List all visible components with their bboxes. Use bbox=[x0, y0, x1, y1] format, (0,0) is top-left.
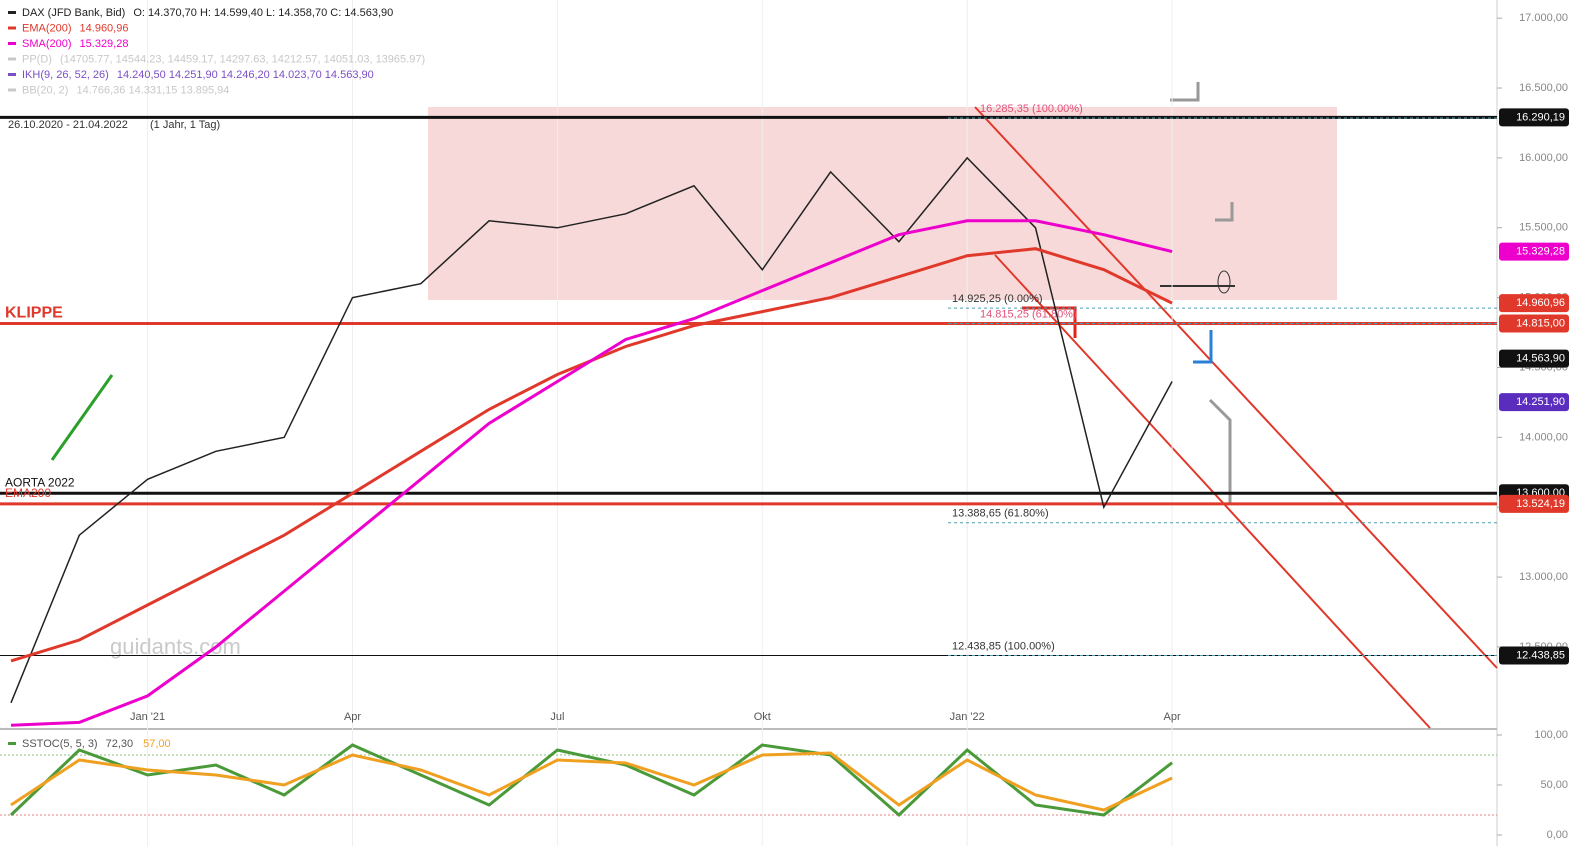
legend-name: SMA(200) bbox=[22, 38, 72, 50]
legend-name: DAX (JFD Bank, Bid) bbox=[22, 7, 125, 19]
arrow bbox=[50, 374, 114, 461]
legend-value: 14.240,50 14.251,90 14.246,20 14.023,70 … bbox=[117, 69, 374, 81]
x-tick-label: Apr bbox=[344, 711, 361, 723]
legend-swatch bbox=[8, 57, 16, 61]
legend-value: 15.329,28 bbox=[80, 38, 129, 50]
legend-name: PP(D) bbox=[22, 53, 52, 65]
price-tag-label: 15.329,28 bbox=[1516, 246, 1565, 258]
legend-value: 57,00 bbox=[143, 738, 171, 750]
price-tag bbox=[1499, 349, 1569, 368]
price-tag-label: 16.290,19 bbox=[1516, 111, 1565, 123]
series-line bbox=[9, 743, 1174, 818]
y-tick-label: 16.500,00 bbox=[1519, 82, 1568, 94]
x-tick-label: Okt bbox=[754, 711, 771, 723]
legend-value: O: 14.370,70 H: 14.599,40 L: 14.358,70 C… bbox=[133, 7, 393, 19]
legend-swatch bbox=[8, 26, 16, 30]
price-tag-label: 14.563,90 bbox=[1516, 352, 1565, 364]
legend-swatch bbox=[8, 42, 16, 45]
series-line bbox=[10, 219, 1173, 727]
price-tag bbox=[1499, 108, 1569, 127]
fib-label: 16.285,35 (100.00%) bbox=[980, 103, 1083, 115]
legend-value: 14.960,96 bbox=[80, 22, 129, 34]
fib-label: 14.925,25 (0.00%) bbox=[952, 293, 1043, 305]
legend-name: SSTOC(5, 5, 3) bbox=[22, 738, 98, 750]
x-tick-label: Jan '22 bbox=[950, 711, 985, 723]
range-box bbox=[428, 107, 1337, 300]
arrow bbox=[1208, 398, 1232, 505]
legend-name: EMA(200) bbox=[22, 22, 72, 34]
date-range: 26.10.2020 - 21.04.2022 bbox=[8, 119, 128, 131]
legend-swatch bbox=[8, 73, 16, 76]
arrow bbox=[1215, 202, 1234, 222]
price-tag bbox=[1499, 494, 1569, 513]
marker-ellipse bbox=[1217, 270, 1231, 294]
arrow bbox=[1170, 82, 1200, 102]
y-tick-label: 17.000,00 bbox=[1519, 12, 1568, 24]
level-name: KLIPPE bbox=[5, 305, 63, 322]
fib-label: 14.815,25 (61.80%) bbox=[980, 308, 1077, 320]
y-tick-label: 100,00 bbox=[1534, 729, 1568, 741]
legend-name: IKH(9, 26, 52, 26) bbox=[22, 69, 109, 81]
price-tag bbox=[1499, 646, 1569, 665]
y-tick-label: 50,00 bbox=[1540, 779, 1568, 791]
y-tick-label: 16.000,00 bbox=[1519, 152, 1568, 164]
channel-line bbox=[974, 106, 1498, 669]
price-tag bbox=[1499, 242, 1569, 261]
price-tag-label: 14.251,90 bbox=[1516, 396, 1565, 408]
y-tick-label: 13.000,00 bbox=[1519, 571, 1568, 583]
price-tag bbox=[1499, 393, 1569, 412]
series-line bbox=[10, 751, 1173, 812]
legend-value: 14.766,36 14.331,15 13.895,94 bbox=[76, 84, 229, 96]
y-tick-label: 14.000,00 bbox=[1519, 431, 1568, 443]
x-tick-label: Jan '21 bbox=[130, 711, 165, 723]
price-tag bbox=[1499, 294, 1569, 313]
price-tag-label: 12.438,85 bbox=[1516, 649, 1565, 661]
level-name: EMA200 bbox=[5, 486, 51, 500]
y-tick-label: 15.500,00 bbox=[1519, 222, 1568, 234]
series-line bbox=[10, 156, 1173, 704]
x-tick-label: Jul bbox=[550, 711, 564, 723]
legend-swatch bbox=[8, 88, 16, 92]
fib-label: 13.388,65 (61.80%) bbox=[952, 508, 1049, 520]
legend-value: (14705.77, 14544.23, 14459.17, 14297.63,… bbox=[60, 53, 425, 65]
arrow bbox=[1193, 330, 1213, 364]
x-tick-label: Apr bbox=[1164, 711, 1181, 723]
price-tag-label: 14.815,00 bbox=[1516, 317, 1565, 329]
legend-swatch bbox=[8, 11, 16, 14]
legend-value: 72,30 bbox=[106, 738, 134, 750]
channel-line bbox=[994, 254, 1431, 729]
level-name: AORTA 2022 bbox=[5, 475, 75, 489]
date-range-note: (1 Jahr, 1 Tag) bbox=[150, 119, 220, 131]
legend-name: BB(20, 2) bbox=[22, 84, 68, 96]
y-tick-label: 0,00 bbox=[1547, 829, 1568, 841]
price-tag-label: 13.524,19 bbox=[1516, 498, 1565, 510]
legend-swatch bbox=[8, 742, 16, 745]
fib-label: 12.438,85 (100.00%) bbox=[952, 640, 1055, 652]
price-tag-label: 14.960,96 bbox=[1516, 297, 1565, 309]
price-tag bbox=[1499, 314, 1569, 333]
